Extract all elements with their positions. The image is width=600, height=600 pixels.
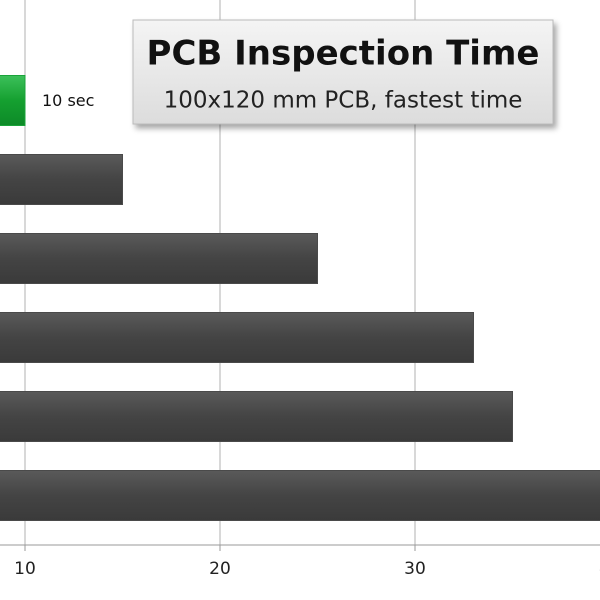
title-box: PCB Inspection Time 100x120 mm PCB, fast…: [132, 19, 554, 125]
title-box-bg: [132, 19, 554, 125]
chart-title: PCB Inspection Time: [147, 34, 540, 74]
x-tick-label: 30: [404, 559, 426, 579]
bar: [0, 154, 123, 205]
x-tick-label: 20: [209, 559, 231, 579]
bar: [0, 233, 318, 284]
ticks: 10203040: [14, 545, 600, 579]
bars: 10 sec: [0, 75, 600, 521]
value-label: 10 sec: [42, 91, 94, 110]
x-tick-label: 10: [14, 559, 36, 579]
bar: [0, 312, 474, 363]
chart-subtitle: 100x120 mm PCB, fastest time: [164, 88, 523, 114]
bar: [0, 470, 600, 521]
bar: [0, 75, 26, 126]
bar: [0, 391, 513, 442]
